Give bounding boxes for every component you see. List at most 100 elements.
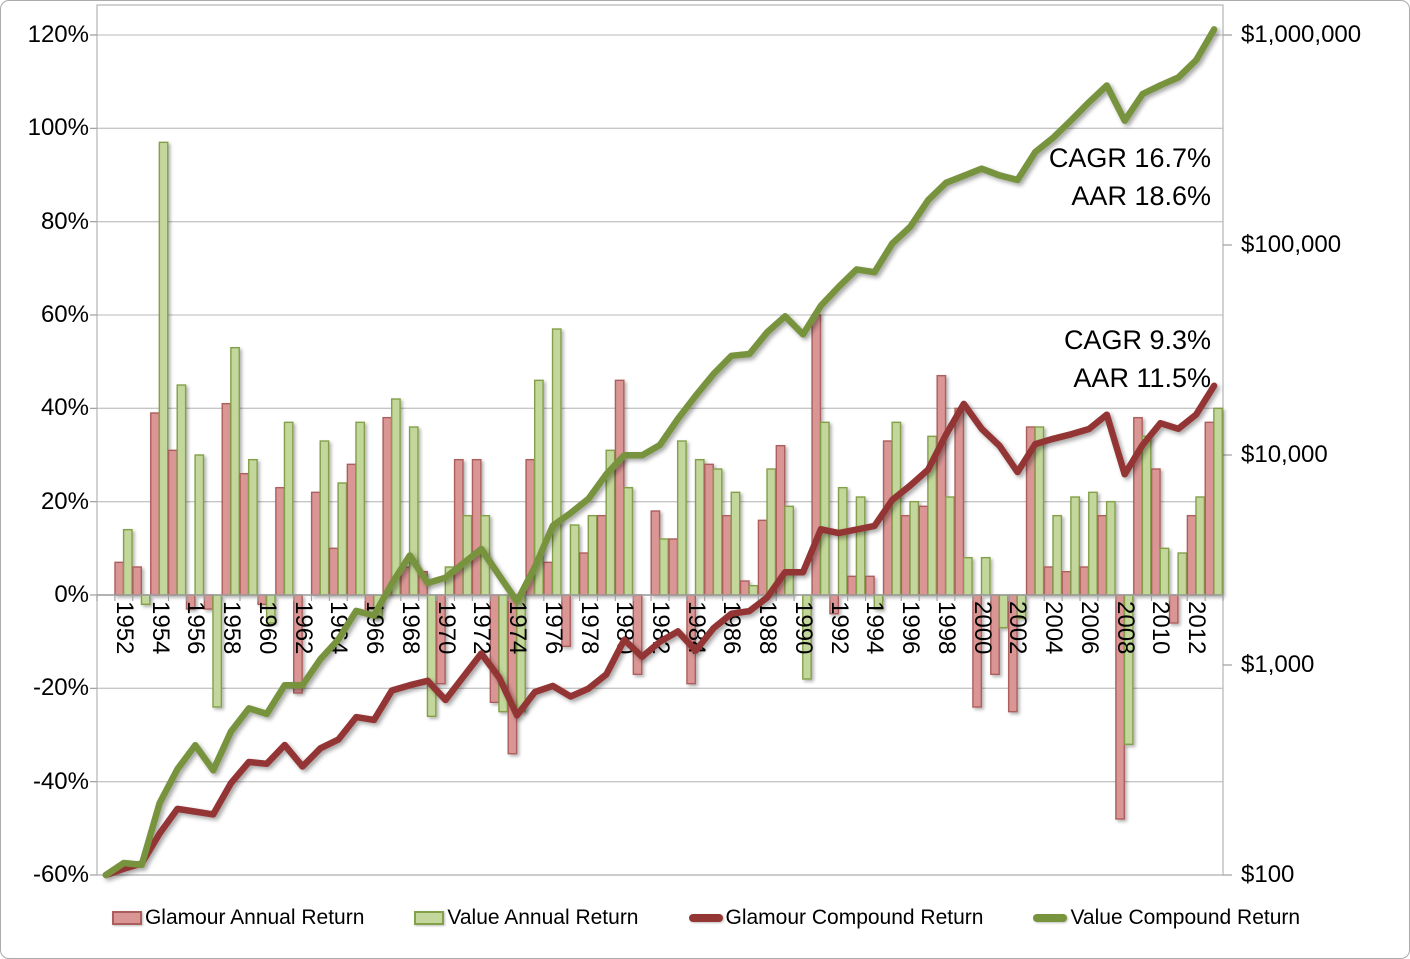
x-axis-label-1962: 1962 [289,601,317,655]
glamour-bar-1983 [668,538,679,596]
value-bar-1979 [605,449,616,596]
x-axis-label-1952: 1952 [110,601,138,655]
value-bar-1963 [319,440,330,596]
value-bar-1952 [122,528,133,596]
x-axis-label-1980: 1980 [611,601,639,655]
value-bar-1980 [623,486,634,596]
glamour-bar-1986 [721,514,732,596]
glamour-bar-1993 [847,575,857,596]
glamour-bar-2003 [1025,426,1036,596]
right-axis-label-$100: $100 [1241,861,1295,888]
glamour-bar-1963 [310,491,321,596]
value-bar-1988 [766,468,777,596]
value-bar-1965 [355,421,366,596]
x-axis-label-1968: 1968 [396,601,424,655]
value-bar-1993 [855,496,866,596]
glamour-stats-annotation: CAGR 9.3% AAR 11.5% [1064,321,1211,397]
glamour-bar-1961 [275,486,285,596]
glamour-bar-2006 [1079,566,1090,596]
left-axis-label-120%: 120% [27,21,89,48]
x-axis-label-1986: 1986 [718,601,746,655]
legend: Glamour Annual Return Value Annual Retur… [1,906,1409,930]
value-bar-1989 [784,505,795,596]
right-axis-label-$1,000,000: $1,000,000 [1241,21,1362,48]
value-bar-1968 [408,426,419,596]
value-bar-1985 [712,468,723,596]
value-bar-1977 [569,524,580,596]
value-annual-swatch-icon [414,911,445,925]
glamour-bar-1987 [739,580,750,596]
value-bar-1995 [891,421,902,596]
x-axis-label-2006: 2006 [1075,601,1103,655]
value-bar-1998 [945,496,955,596]
glamour-bar-2013 [1204,421,1215,596]
compound-return-lines [102,26,1218,879]
glamour-bar-1995 [882,440,893,596]
glamour-bar-1952 [114,561,125,596]
value-bar-1976 [551,328,562,596]
glamour-bar-2004 [1043,566,1054,596]
value-bar-1983 [676,440,687,596]
value-aar-text: AAR 18.6% [1071,181,1211,211]
value-bar-1961 [283,421,294,596]
glamour-bar-1964 [328,547,339,596]
value-bar-2011 [1177,552,1188,596]
value-bar-2003 [1034,426,1045,596]
left-axis-label-40%: 40% [40,394,89,422]
glamour-bar-1991 [811,314,822,596]
x-axis-label-1976: 1976 [539,601,567,655]
value-bar-1999 [962,556,973,596]
value-bar-1955 [176,384,187,596]
x-axis-label-1958: 1958 [218,601,246,655]
value-bar-2009 [1141,435,1152,596]
value-compound-swatch-icon [1033,914,1068,922]
glamour-bar-1972 [471,458,482,596]
left-axis-label-0%: 0% [54,581,89,608]
left-axis-label-60%: 60% [40,301,89,328]
x-axis-label-1990: 1990 [789,601,817,655]
left-axis-label-20%: 20% [40,487,89,515]
glamour-bar-1967 [382,416,393,596]
glamour-bar-2009 [1133,416,1143,596]
x-axis-label-1988: 1988 [754,601,782,655]
legend-item-value-annual: Value Annual Return [414,906,639,930]
left-axis-label-100%: 100% [27,114,89,142]
value-bar-1956 [194,454,205,596]
plot-border [96,4,1224,876]
right-axis-label-$1,000: $1,000 [1241,651,1315,678]
x-axis-label-2008: 2008 [1111,601,1139,655]
value-bar-1984 [694,458,705,596]
glamour-bar-1976 [543,561,554,596]
x-axis-label-1996: 1996 [897,601,925,655]
glamour-bar-1989 [775,444,786,596]
glamour-bar-1982 [650,510,661,596]
legend-item-value-compound: Value Compound Return [1033,906,1300,930]
glamour-bar-1958 [221,402,232,596]
value-bar-1958 [230,346,240,596]
glamour-bar-1965 [346,463,357,596]
x-axis-label-1970: 1970 [432,601,460,655]
legend-label: Glamour Annual Return [144,906,365,929]
value-bar-2004 [1052,514,1063,596]
glamour-bar-1998 [936,374,947,596]
x-axis-label-1966: 1966 [361,601,389,655]
value-bar-1982 [659,538,669,596]
glamour-bar-1975 [525,458,536,596]
left-axis-label-80%: 80% [40,207,89,235]
glamour-bar-2010 [1150,468,1161,596]
x-axis-label-1994: 1994 [861,601,889,655]
glamour-bar-1971 [453,458,464,596]
glamour-bar-1978 [579,552,589,596]
glamour-bar-2005 [1061,570,1072,596]
glamour-aar-text: AAR 11.5% [1073,363,1211,393]
value-bar-1959 [248,458,258,596]
legend-label: Value Compound Return [1070,906,1301,929]
x-axis-label-1974: 1974 [504,601,532,655]
value-bar-1996 [909,500,920,596]
value-bar-1971 [462,514,473,596]
left-axis-label--20%: -20% [32,674,89,702]
right-axis-label-$100,000: $100,000 [1241,231,1342,258]
value-bar-2007 [1105,500,1116,596]
glamour-bar-1968 [400,566,411,596]
